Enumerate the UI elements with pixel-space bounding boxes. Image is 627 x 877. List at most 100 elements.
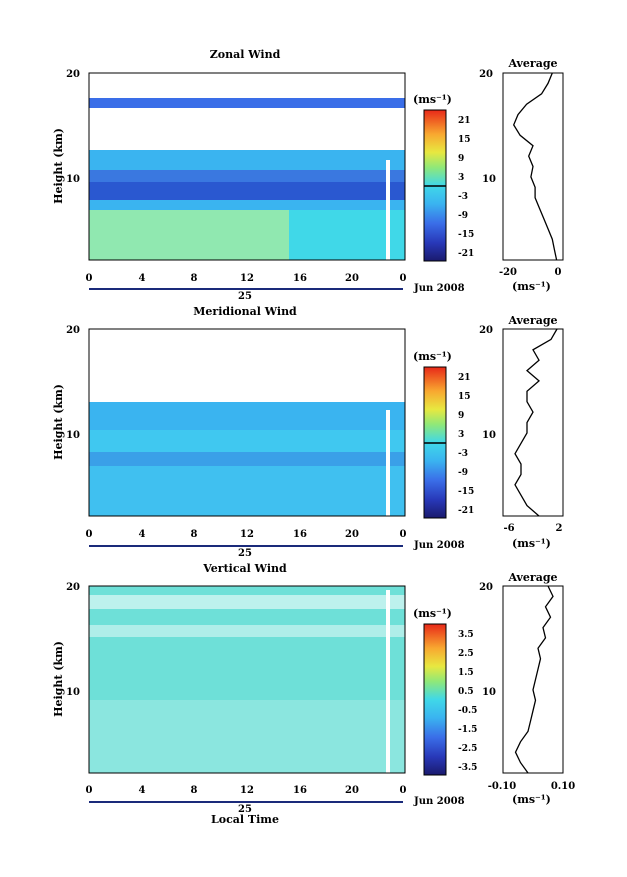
colorbar xyxy=(423,623,447,776)
x-tick-label: 16 xyxy=(293,785,307,796)
y-axis-label: Height (km) xyxy=(52,384,65,460)
colorbar-ticks: 21 15 9 3 -3 -9 -15 -21 xyxy=(458,373,474,516)
colorbar-ticks: 21 15 9 3 -3 -9 -15 -21 xyxy=(458,116,474,259)
heatmap-band xyxy=(89,182,405,200)
x-ticks: 0 4 8 12 16 20 0 xyxy=(86,529,407,540)
colorbar-tick: 1.5 xyxy=(458,668,474,678)
heatmap-band xyxy=(89,150,405,170)
x-tick-label: 8 xyxy=(191,785,198,796)
avg-unit: (ms⁻¹) xyxy=(512,793,551,806)
plot-frame xyxy=(88,585,406,774)
y-tick-label: 20 xyxy=(66,69,80,80)
average-frame xyxy=(502,585,564,774)
colorbar-ticks: 3.5 2.5 1.5 0.5 -0.5 -1.5 -2.5 -3.5 xyxy=(458,630,477,773)
x-tick-label: 12 xyxy=(240,529,254,540)
x-tick-label: 4 xyxy=(139,529,146,540)
colorbar-tick: 9 xyxy=(458,154,464,164)
plot-frame xyxy=(88,328,406,517)
heatmap-band xyxy=(89,452,405,466)
colorbar-tick: -21 xyxy=(458,506,474,516)
day-label: 25 xyxy=(238,804,252,815)
average-profile-line xyxy=(514,328,558,517)
heatmap-band xyxy=(89,586,405,773)
colorbar-tick: -0.5 xyxy=(458,706,477,716)
avg-y-tick: 20 xyxy=(479,582,493,593)
y-tick-label: 10 xyxy=(66,430,80,441)
average-profile-line xyxy=(512,72,558,261)
y-tick-label: 10 xyxy=(66,174,80,185)
y-axis-label: Height (km) xyxy=(52,128,65,204)
colorbar-unit: (ms⁻¹) xyxy=(413,350,452,363)
colorbar-tick: 2.5 xyxy=(458,649,474,659)
x-axis-label: Local Time xyxy=(211,813,279,826)
avg-x-tick: 2 xyxy=(556,523,563,534)
y-tick-label: 20 xyxy=(66,582,80,593)
panel-title: Meridional Wind xyxy=(193,305,297,318)
x-tick-label: 0 xyxy=(86,785,93,796)
colorbar-tick: 3 xyxy=(458,173,464,183)
x-ticks: 0 4 8 12 16 20 0 xyxy=(86,273,407,284)
colorbar-tick: -9 xyxy=(458,211,468,221)
colorbar-tick: -3.5 xyxy=(458,763,477,773)
heatmap-band xyxy=(89,625,405,637)
colorbar-tick: 0.5 xyxy=(458,687,474,697)
x-tick-label: 4 xyxy=(139,785,146,796)
avg-y-tick: 10 xyxy=(482,430,496,441)
panel-zonal: Zonal Wind Height (km) 20 10 0 4 8 12 16… xyxy=(52,48,564,302)
average-title: Average xyxy=(507,571,557,584)
x-tick-label: 0 xyxy=(86,273,93,284)
x-tick-label: 12 xyxy=(240,785,254,796)
heatmap-band xyxy=(89,430,405,452)
panel-vertical: Vertical Wind Height (km) 20 10 0 4 8 12… xyxy=(52,562,575,826)
heatmap-band xyxy=(89,98,405,108)
colorbar-tick: 21 xyxy=(458,373,471,383)
colorbar-tick: 3 xyxy=(458,430,464,440)
avg-x-tick: 0.10 xyxy=(551,781,575,792)
data-gap xyxy=(386,160,390,260)
y-tick-label: 20 xyxy=(66,325,80,336)
colorbar-tick: 3.5 xyxy=(458,630,474,640)
data-gap xyxy=(386,590,390,773)
average-title: Average xyxy=(507,57,557,70)
panel-title: Zonal Wind xyxy=(210,48,281,61)
day-label: 25 xyxy=(238,291,252,302)
colorbar-unit: (ms⁻¹) xyxy=(413,93,452,106)
x-tick-label: 16 xyxy=(293,273,307,284)
avg-y-tick: 20 xyxy=(479,325,493,336)
month-label: Jun 2008 xyxy=(413,283,465,294)
average-profile-line xyxy=(514,585,554,774)
avg-y-tick: 20 xyxy=(479,69,493,80)
avg-unit: (ms⁻¹) xyxy=(512,280,551,293)
avg-x-tick: -20 xyxy=(499,267,517,278)
month-label: Jun 2008 xyxy=(413,540,465,551)
colorbar-tick: -1.5 xyxy=(458,725,477,735)
y-tick-label: 10 xyxy=(66,687,80,698)
average-title: Average xyxy=(507,314,557,327)
heatmap-band xyxy=(89,700,405,773)
average-frame xyxy=(502,72,564,261)
colorbar-tick: 15 xyxy=(458,135,471,145)
avg-unit: (ms⁻¹) xyxy=(512,537,551,550)
y-axis-label: Height (km) xyxy=(52,641,65,717)
avg-y-tick: 10 xyxy=(482,174,496,185)
x-tick-label: 0 xyxy=(86,529,93,540)
heatmap-band xyxy=(89,200,405,210)
x-tick-label: 16 xyxy=(293,529,307,540)
colorbar-tick: -15 xyxy=(458,487,474,497)
colorbar-tick: 15 xyxy=(458,392,471,402)
x-tick-label: 20 xyxy=(345,529,359,540)
plot-frame xyxy=(88,72,406,261)
x-ticks: 0 4 8 12 16 20 0 xyxy=(86,785,407,796)
colorbar-tick: -9 xyxy=(458,468,468,478)
avg-y-tick: 10 xyxy=(482,687,496,698)
colorbar-unit: (ms⁻¹) xyxy=(413,607,452,620)
heatmap-band xyxy=(89,210,289,260)
x-tick-label: 4 xyxy=(139,273,146,284)
colorbar-tick: -15 xyxy=(458,230,474,240)
heatmap-band xyxy=(89,170,405,182)
x-tick-label: 0 xyxy=(400,785,407,796)
heatmap-area xyxy=(89,586,405,773)
x-tick-label: 0 xyxy=(400,273,407,284)
